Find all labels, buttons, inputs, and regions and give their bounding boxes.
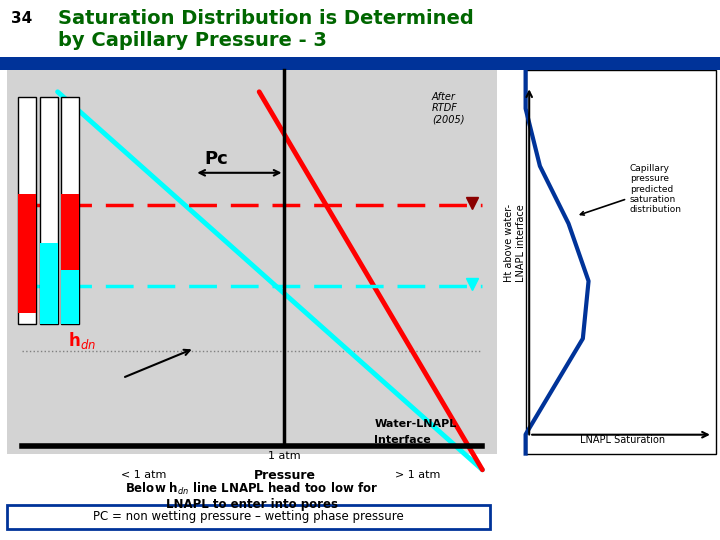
Text: Saturation Distribution is Determined
by Capillary Pressure - 3: Saturation Distribution is Determined by… <box>58 9 473 50</box>
Text: Pressure: Pressure <box>253 469 315 482</box>
Bar <box>61 194 79 270</box>
Text: h$_{dn}$: h$_{dn}$ <box>68 330 96 350</box>
Bar <box>0 64 720 68</box>
Text: 34: 34 <box>11 11 32 26</box>
Text: Pc: Pc <box>204 150 228 168</box>
Bar <box>0 0 720 70</box>
Bar <box>61 270 79 324</box>
Text: 1 atm: 1 atm <box>268 451 301 461</box>
Text: Interface: Interface <box>374 435 431 445</box>
Text: Capillary
pressure
predicted
saturation
distribution: Capillary pressure predicted saturation … <box>580 164 682 215</box>
Bar <box>0 57 720 70</box>
Bar <box>18 97 36 324</box>
Bar <box>40 97 58 324</box>
Text: LNAPL to enter into pores: LNAPL to enter into pores <box>166 498 338 511</box>
Bar <box>7 505 490 529</box>
Bar <box>7 70 497 454</box>
Text: Below h$_{dn}$ line LNAPL head too low for: Below h$_{dn}$ line LNAPL head too low f… <box>125 481 379 497</box>
Text: Water-LNAPL: Water-LNAPL <box>374 419 456 429</box>
Text: Ht above water-
LNAPL interface: Ht above water- LNAPL interface <box>504 204 526 282</box>
Bar <box>18 194 36 313</box>
Text: LNAPL Saturation: LNAPL Saturation <box>580 435 665 445</box>
Text: > 1 atm: > 1 atm <box>395 470 441 480</box>
Bar <box>61 97 79 324</box>
Text: < 1 atm: < 1 atm <box>121 470 167 480</box>
Bar <box>40 243 58 324</box>
Bar <box>526 70 716 454</box>
Text: After
RTDF
(2005): After RTDF (2005) <box>432 92 464 125</box>
Text: PC = non wetting pressure – wetting phase pressure: PC = non wetting pressure – wetting phas… <box>93 510 404 523</box>
